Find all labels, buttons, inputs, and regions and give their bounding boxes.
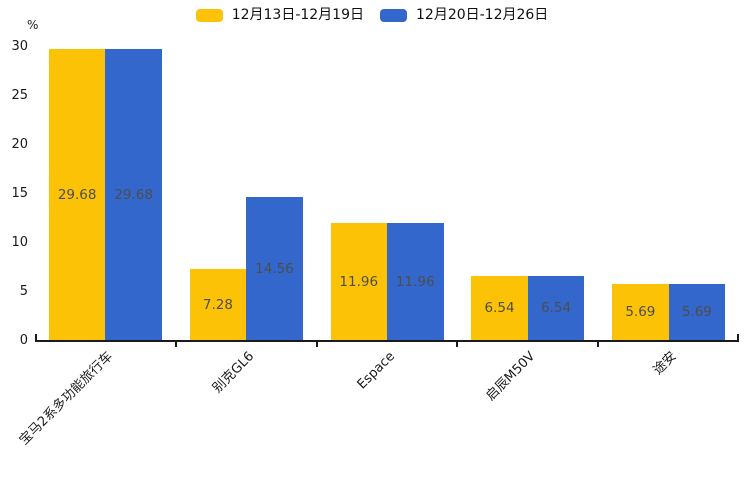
bar: 7.28 [189,269,247,340]
bar-value-label: 11.96 [395,273,435,290]
legend-label: 12月13日-12月19日 [231,7,364,23]
y-tick-label: 0 [19,333,28,348]
bar: 5.69 [612,284,669,340]
y-tick-label: 5 [19,284,28,299]
bar-value-label: 11.96 [339,273,379,290]
bar: 11.96 [387,223,444,340]
bar: 29.68 [105,49,162,340]
x-axis-tick [315,342,318,347]
x-category-label: Espace [354,349,398,393]
x-axis-tick [456,342,459,347]
bar-value-label: 5.69 [625,304,656,320]
y-axis-unit-label: % [27,18,39,32]
legend-swatch-icon [195,9,223,22]
chart-legend: 12月13日-12月19日 12月20日-12月26日 [0,7,744,24]
x-axis-line [35,340,739,342]
x-axis-tick [597,342,600,347]
y-tick-label: 20 [11,137,28,152]
x-category-label: 别克GL6 [209,349,257,397]
bar-value-label: 29.68 [57,186,97,203]
bar-value-label: 29.68 [114,186,153,203]
legend-item-1: 12月20日-12月26日 [380,7,548,24]
bar-value-label: 14.56 [255,260,294,277]
x-axis-tick [174,342,177,347]
x-category-label: 启辰M50V [483,349,539,404]
y-tick-label: 25 [11,88,28,103]
y-tick-label: 30 [11,39,28,54]
legend-item-0: 12月13日-12月19日 [195,7,364,24]
x-category-label: 宝马2系多功能旅行车 [16,349,117,449]
bar-value-label: 6.54 [484,300,515,316]
x-category-label: 途安 [650,349,680,379]
bar: 14.56 [246,197,303,340]
bar: 29.68 [48,49,106,340]
axis-end-cap [35,334,37,340]
bar-value-label: 6.54 [541,300,572,316]
legend-label: 12月20日-12月26日 [416,7,549,23]
y-tick-label: 10 [11,235,28,250]
y-tick-label: 15 [11,186,28,201]
legend-swatch-icon [380,9,407,22]
bar: 6.54 [527,276,585,340]
bar: 5.69 [668,284,726,340]
bar: 6.54 [471,276,528,340]
bar: 11.96 [330,223,387,340]
axis-end-cap [737,334,739,340]
bar-value-label: 5.69 [681,304,712,320]
bar-value-label: 7.28 [202,296,233,313]
